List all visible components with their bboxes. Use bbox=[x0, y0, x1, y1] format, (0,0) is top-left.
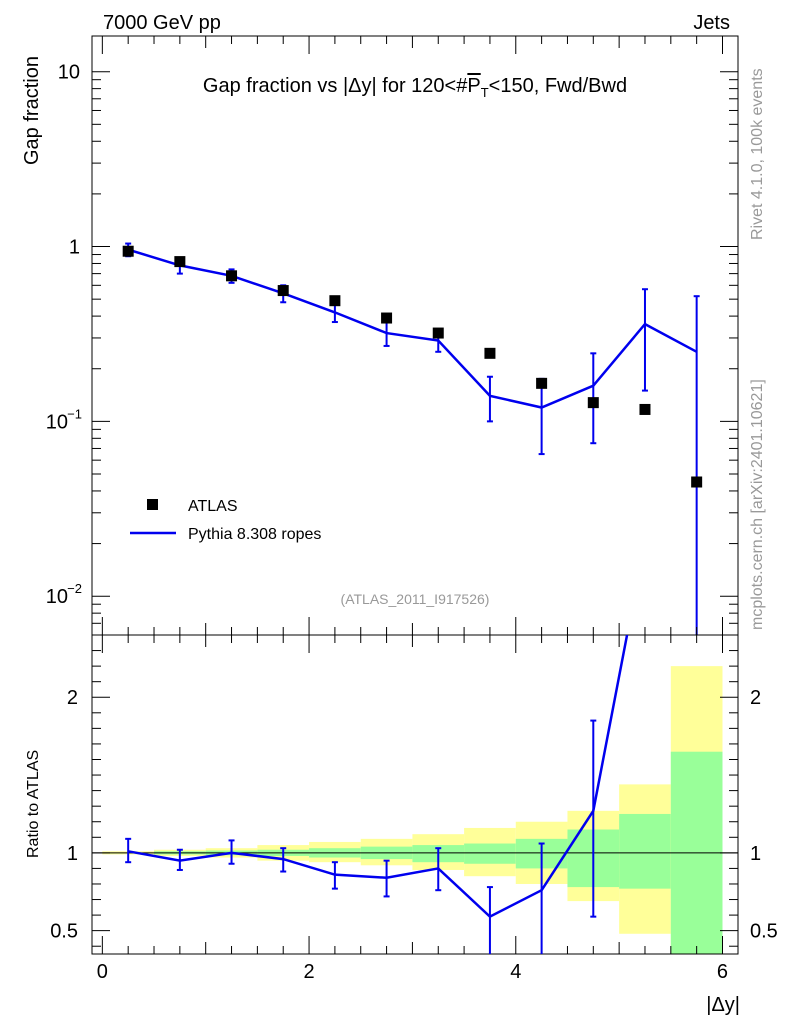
ratio-panel: 0.5 0.5 1 1 2 2 0 2 4 6 Ratio to ATLAS |Δy| bbox=[25, 36, 778, 1016]
ratio-band-inner bbox=[464, 843, 516, 864]
atlas-data-point bbox=[381, 312, 393, 324]
x-axis-label: |Δy| bbox=[706, 994, 740, 1016]
atlas-data-point bbox=[174, 256, 186, 268]
atlas-data-point bbox=[536, 377, 548, 389]
atlas-data-point bbox=[329, 295, 341, 307]
chart-title: Gap fraction vs |Δy| for 120<#PT<150, Fw… bbox=[203, 75, 627, 100]
x-tick-label: 0 bbox=[97, 961, 108, 983]
main-y-axis-label: Gap fraction bbox=[21, 56, 43, 165]
main-plot-frame bbox=[91, 35, 739, 636]
title-post: <150, Fwd/Bwd bbox=[489, 75, 627, 97]
x-tick-label: 4 bbox=[510, 961, 521, 983]
x-tick-label: 2 bbox=[303, 961, 314, 983]
atlas-data-point bbox=[484, 347, 496, 359]
title-p: P bbox=[467, 75, 480, 97]
main-y-tick-label: 10 bbox=[46, 411, 68, 433]
main-y-tick-label: 10 bbox=[46, 586, 68, 608]
atlas-data-point bbox=[122, 245, 134, 257]
main-series bbox=[122, 242, 703, 635]
legend-mc-label: Pythia 8.308 ropes bbox=[188, 526, 321, 543]
ratio-y-tick-label: 0.5 bbox=[50, 921, 78, 943]
ratio-y-tick-label: 2 bbox=[67, 687, 78, 709]
ratio-y-tick-label: 1 bbox=[67, 843, 78, 865]
atlas-data-point bbox=[432, 327, 444, 339]
ratio-bands bbox=[102, 666, 723, 954]
collision-label: 7000 GeV pp bbox=[103, 12, 221, 34]
main-y-tick-exponent: −1 bbox=[67, 406, 82, 421]
title-pre: Gap fraction vs |Δy| for 120<# bbox=[203, 75, 468, 97]
main-y-tick-label: 10 bbox=[58, 62, 80, 84]
ratio-plot-frame bbox=[91, 634, 739, 955]
title-sub: T bbox=[481, 85, 489, 100]
mc-line bbox=[127, 248, 698, 409]
mcplots-label: mcplots.cern.ch [arXiv:2401.10621] bbox=[749, 379, 766, 630]
ratio-y-tick-label-right: 0.5 bbox=[750, 921, 778, 943]
atlas-data-point bbox=[587, 397, 599, 409]
ratio-y-axis-label: Ratio to ATLAS bbox=[25, 750, 42, 858]
atlas-data-point bbox=[277, 285, 289, 297]
ratio-y-tick-label-right: 2 bbox=[750, 687, 761, 709]
legend-data-label: ATLAS bbox=[188, 498, 238, 515]
ratio-y-tick-label-right: 1 bbox=[750, 843, 761, 865]
legend-data-marker bbox=[147, 499, 158, 510]
x-tick-label: 6 bbox=[717, 961, 728, 983]
process-label: Jets bbox=[693, 12, 730, 34]
ratio-band-inner bbox=[619, 813, 671, 889]
ratio-mc-line bbox=[127, 635, 629, 919]
legend: ATLAS Pythia 8.308 ropes bbox=[130, 498, 321, 543]
atlas-data-point bbox=[639, 403, 651, 415]
main-y-tick-exponent: −2 bbox=[67, 581, 82, 596]
atlas-data-point bbox=[691, 476, 703, 488]
analysis-watermark: (ATLAS_2011_I917526) bbox=[341, 591, 490, 607]
atlas-data-point bbox=[226, 270, 238, 282]
ratio-series bbox=[125, 635, 629, 954]
rivet-version-label: Rivet 4.1.0, 100k events bbox=[749, 68, 766, 240]
ratio-ticks: 0.5 0.5 1 1 2 2 0 2 4 6 bbox=[50, 36, 778, 983]
main-y-tick-label: 1 bbox=[69, 237, 80, 259]
